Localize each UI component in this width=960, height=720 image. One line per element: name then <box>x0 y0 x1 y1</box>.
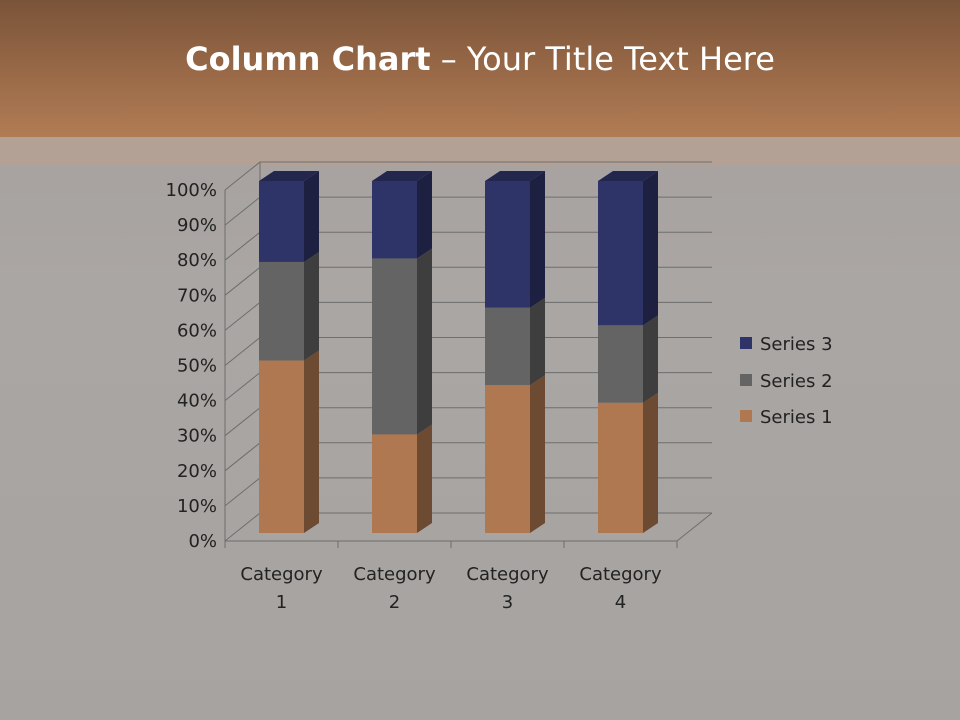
legend-swatch <box>740 337 752 349</box>
bar-side <box>304 251 319 361</box>
title-bar <box>0 0 960 137</box>
x-tick-label: Category <box>466 564 549 585</box>
bar-front <box>485 307 530 386</box>
x-tick-label: Category <box>353 564 436 585</box>
y-tick-label: 100% <box>166 180 217 201</box>
x-tick-label: 1 <box>276 592 287 613</box>
y-tick-label: 30% <box>177 426 217 447</box>
bar-front <box>259 360 304 533</box>
bar-front <box>259 181 304 262</box>
y-tick-label: 0% <box>188 531 217 552</box>
y-tick-label: 90% <box>177 215 217 236</box>
y-tick-label: 60% <box>177 320 217 341</box>
bar-front <box>259 261 304 361</box>
y-tick-label: 10% <box>177 496 217 517</box>
bar-side <box>643 315 658 403</box>
slide-title: Column Chart – Your Title Text Here <box>0 40 960 78</box>
y-tick-label: 20% <box>177 461 217 482</box>
x-tick-label: Category <box>579 564 662 585</box>
bar-front <box>598 181 643 326</box>
y-tick-label: 70% <box>177 285 217 306</box>
x-tick-label: 3 <box>502 592 513 613</box>
bar-front <box>372 258 417 435</box>
title-rest: – Your Title Text Here <box>430 40 775 78</box>
bar-side <box>530 297 545 386</box>
x-tick-label: 2 <box>389 592 400 613</box>
x-tick-label: Category <box>240 564 323 585</box>
bar-side <box>304 171 319 262</box>
bar-side <box>417 424 432 533</box>
bar-side <box>643 392 658 533</box>
x-tick-label: 4 <box>615 592 626 613</box>
legend-label: Series 1 <box>760 407 833 428</box>
bar-front <box>598 402 643 533</box>
bar-front <box>485 385 530 533</box>
bar-side <box>643 171 658 326</box>
legend-swatch <box>740 374 752 386</box>
bar-top <box>598 171 658 181</box>
y-tick-label: 50% <box>177 356 217 377</box>
legend-label: Series 2 <box>760 371 833 392</box>
bar-side <box>530 171 545 308</box>
bar-front <box>598 325 643 403</box>
bar-front <box>485 181 530 308</box>
bar-side <box>304 350 319 533</box>
bar-front <box>372 181 417 259</box>
bar-side <box>417 171 432 259</box>
y-tick-label: 80% <box>177 250 217 271</box>
bar-side <box>530 375 545 533</box>
bar-top <box>372 171 432 181</box>
y-tick-label: 40% <box>177 391 217 412</box>
header-band <box>0 137 960 166</box>
title-bold: Column Chart <box>185 40 431 78</box>
legend-label: Series 3 <box>760 334 833 355</box>
legend-swatch <box>740 410 752 422</box>
bar-front <box>372 434 417 533</box>
bar-top <box>485 171 545 181</box>
bar-top <box>259 171 319 181</box>
bar-side <box>417 248 432 435</box>
